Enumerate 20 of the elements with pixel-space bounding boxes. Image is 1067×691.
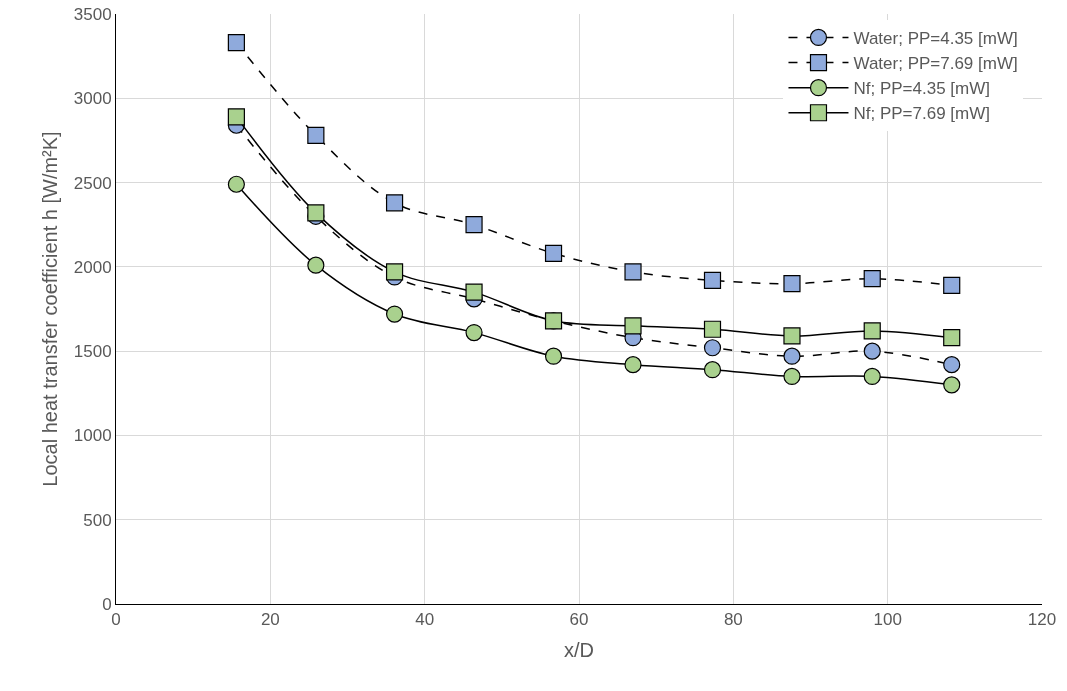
x-tick-label: 40 [415, 610, 435, 630]
y-tick-label: 0 [102, 594, 112, 614]
x-tick-label: 60 [569, 610, 589, 630]
x-tick-label: 120 [1027, 610, 1057, 630]
x-axis-title: x/D [564, 638, 594, 661]
y-tick-label: 3000 [73, 89, 112, 109]
y-tick-label: 3500 [73, 4, 112, 24]
legend-label: Nf; PP=7.69 [mW] [853, 104, 990, 124]
x-tick-label: 20 [260, 610, 280, 630]
y-tick-label: 1500 [73, 342, 112, 362]
legend-label: Water; PP=7.69 [mW] [853, 54, 1018, 74]
y-tick-label: 1000 [73, 426, 112, 446]
y-tick-label: 500 [83, 510, 112, 530]
legend-label: Nf; PP=4.35 [mW] [853, 79, 990, 99]
x-tick-label: 80 [723, 610, 743, 630]
y-tick-label: 2500 [73, 173, 112, 193]
x-tick-label: 100 [873, 610, 902, 630]
y-axis-title: Local heat transfer coefficient h [W/m²K] [39, 131, 62, 487]
y-tick-label: 2000 [73, 257, 112, 277]
legend-label: Water; PP=4.35 [mW] [853, 29, 1018, 49]
